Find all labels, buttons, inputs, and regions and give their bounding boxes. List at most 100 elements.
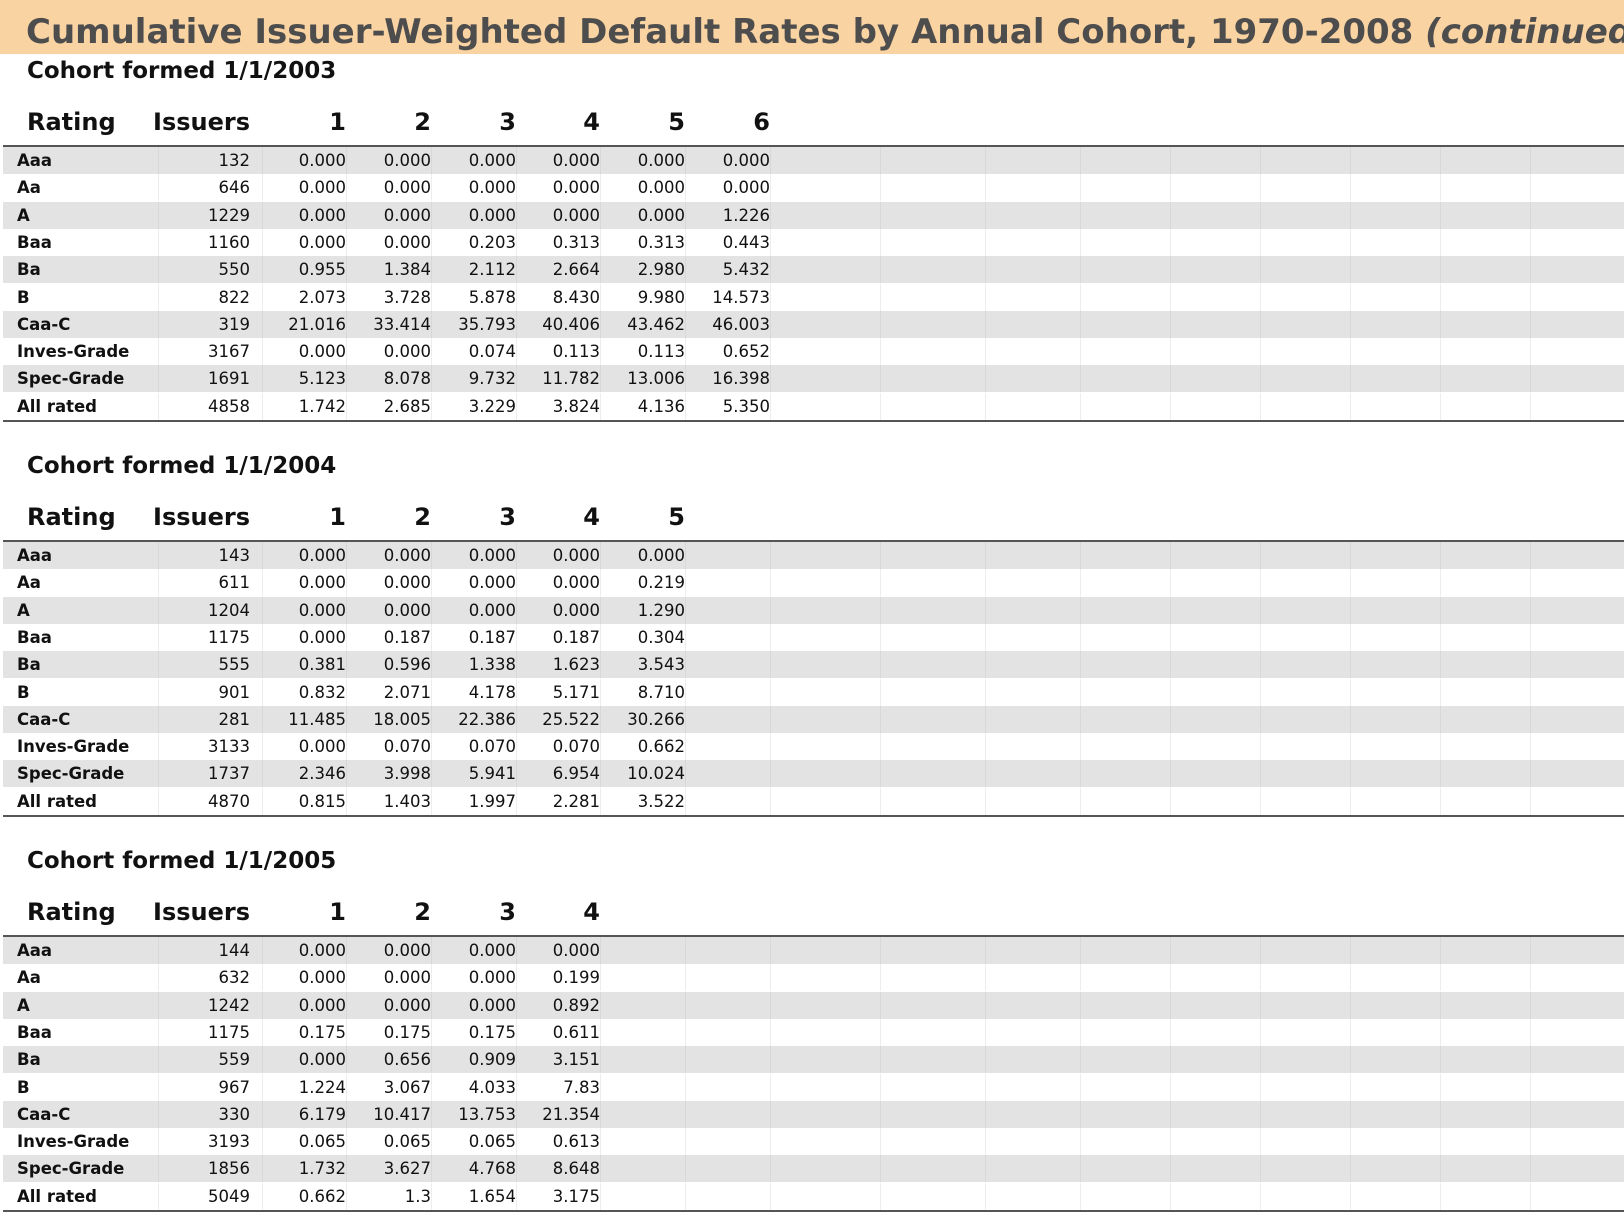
header-issuers: Issuers <box>153 108 250 136</box>
row-value: 0.304 <box>637 627 685 647</box>
table-row: A 1242 0.000 0.000 0.000 0.892 <box>3 991 1624 1019</box>
table-row: Ba 555 0.381 0.596 1.338 1.623 3.543 <box>3 651 1624 679</box>
row-value: 5.123 <box>298 369 346 389</box>
row-value: 0.000 <box>552 151 600 170</box>
row-rating: Aa <box>17 573 41 593</box>
row-value: 8.430 <box>552 287 600 307</box>
row-value: 0.000 <box>468 546 516 565</box>
row-value: 5.171 <box>552 682 600 702</box>
row-rating: Aa <box>17 968 41 988</box>
row-value: 0.000 <box>383 151 431 170</box>
row-value: 0.187 <box>383 627 431 647</box>
row-rating: A <box>17 995 30 1015</box>
table-row: All rated 4858 1.742 2.685 3.229 3.824 4.136 5.… <box>3 392 1624 420</box>
row-value: 1.290 <box>637 600 685 620</box>
row-value: 13.753 <box>458 1104 516 1124</box>
row-rating: B <box>17 1077 30 1097</box>
header-year: 3 <box>499 898 516 926</box>
table-row: Spec-Grade 1737 2.346 3.998 5.941 6.954 10.024 <box>3 760 1624 788</box>
row-value: 0.000 <box>383 573 431 593</box>
table-row: Aa 611 0.000 0.000 0.000 0.000 0.219 <box>3 569 1624 597</box>
row-value: 3.151 <box>552 1050 600 1070</box>
row-rating: Caa-C <box>17 709 71 729</box>
row-issuers: 143 <box>218 546 251 565</box>
row-value: 1.623 <box>552 655 600 675</box>
row-issuers: 3133 <box>208 737 250 757</box>
row-value: 0.832 <box>298 682 346 702</box>
table-row: Aaa 144 0.000 0.000 0.000 0.000 <box>3 937 1624 964</box>
row-value: 3.067 <box>383 1077 431 1097</box>
row-value: 2.346 <box>298 764 346 784</box>
row-value: 0.000 <box>298 600 346 620</box>
row-value: 1.226 <box>722 205 770 225</box>
row-value: 0.000 <box>383 232 431 252</box>
row-value: 2.664 <box>552 260 600 280</box>
row-value: 0.000 <box>468 573 516 593</box>
row-value: 3.175 <box>552 1186 600 1206</box>
header-year: 4 <box>583 503 600 531</box>
table-row: Baa 1175 0.175 0.175 0.175 0.611 <box>3 1018 1624 1046</box>
row-value: 3.824 <box>552 396 600 416</box>
row-issuers: 967 <box>218 1077 251 1097</box>
row-value: 0.955 <box>298 260 346 280</box>
row-value: 2.685 <box>383 396 431 416</box>
row-value: 0.000 <box>468 968 516 988</box>
table-row: Aaa 132 0.000 0.000 0.000 0.000 0.000 0.000 <box>3 147 1624 174</box>
row-value: 0.000 <box>383 941 431 960</box>
row-rating: Inves-Grade <box>17 1132 130 1152</box>
row-value: 10.417 <box>373 1104 431 1124</box>
header-divider <box>3 145 1624 147</box>
row-value: 7.83 <box>563 1077 600 1097</box>
header-year: 1 <box>329 898 346 926</box>
row-value: 0.000 <box>552 178 600 198</box>
table-row: Spec-Grade 1691 5.123 8.078 9.732 11.782 13.00… <box>3 365 1624 393</box>
row-rating: Aaa <box>17 546 53 565</box>
row-value: 0.000 <box>637 151 685 170</box>
row-value: 0.313 <box>552 232 600 252</box>
row-rating: Ba <box>17 1050 41 1070</box>
row-rating: Spec-Grade <box>17 1159 125 1179</box>
row-value: 3.229 <box>468 396 516 416</box>
cohort-title: Cohort formed 1/1/2004 <box>27 453 337 479</box>
row-value: 0.000 <box>298 342 346 362</box>
row-value: 0.000 <box>552 546 600 565</box>
row-value: 0.000 <box>552 573 600 593</box>
row-value: 0.000 <box>383 342 431 362</box>
header-year: 2 <box>414 898 431 926</box>
row-value: 5.350 <box>722 396 770 416</box>
row-value: 11.485 <box>288 709 346 729</box>
row-issuers: 3193 <box>208 1132 250 1152</box>
row-issuers: 319 <box>218 314 251 334</box>
row-issuers: 1175 <box>208 1022 250 1042</box>
row-issuers: 330 <box>218 1104 251 1124</box>
header-divider <box>3 540 1624 542</box>
row-issuers: 550 <box>218 260 251 280</box>
row-rating: Baa <box>17 232 52 252</box>
row-rating: Inves-Grade <box>17 342 130 362</box>
row-value: 0.175 <box>383 1022 431 1042</box>
row-rating: Spec-Grade <box>17 764 125 784</box>
row-value: 0.074 <box>468 342 516 362</box>
row-value: 0.662 <box>298 1186 346 1206</box>
row-issuers: 1160 <box>208 232 250 252</box>
row-value: 0.065 <box>383 1132 431 1152</box>
header-year: 1 <box>329 108 346 136</box>
row-value: 4.768 <box>468 1159 516 1179</box>
row-rating: Ba <box>17 655 41 675</box>
row-value: 9.732 <box>468 369 516 389</box>
row-value: 0.000 <box>722 151 770 170</box>
header-year: 4 <box>583 898 600 926</box>
row-issuers: 3167 <box>208 342 250 362</box>
row-value: 0.000 <box>383 968 431 988</box>
row-issuers: 1175 <box>208 627 250 647</box>
cohort-title: Cohort formed 1/1/2003 <box>27 58 337 84</box>
row-value: 40.406 <box>542 314 600 334</box>
table-header: Rating Issuers 1 2 3 4 5 6 <box>0 108 800 148</box>
row-rating: Aaa <box>17 151 53 170</box>
row-value: 4.178 <box>468 682 516 702</box>
table-bottom-divider <box>3 1210 1624 1212</box>
table-row: Ba 550 0.955 1.384 2.112 2.664 2.980 5.432 <box>3 256 1624 284</box>
table-row: Inves-Grade 3167 0.000 0.000 0.074 0.113 0.113… <box>3 338 1624 366</box>
row-value: 4.033 <box>468 1077 516 1097</box>
row-rating: Inves-Grade <box>17 737 130 757</box>
